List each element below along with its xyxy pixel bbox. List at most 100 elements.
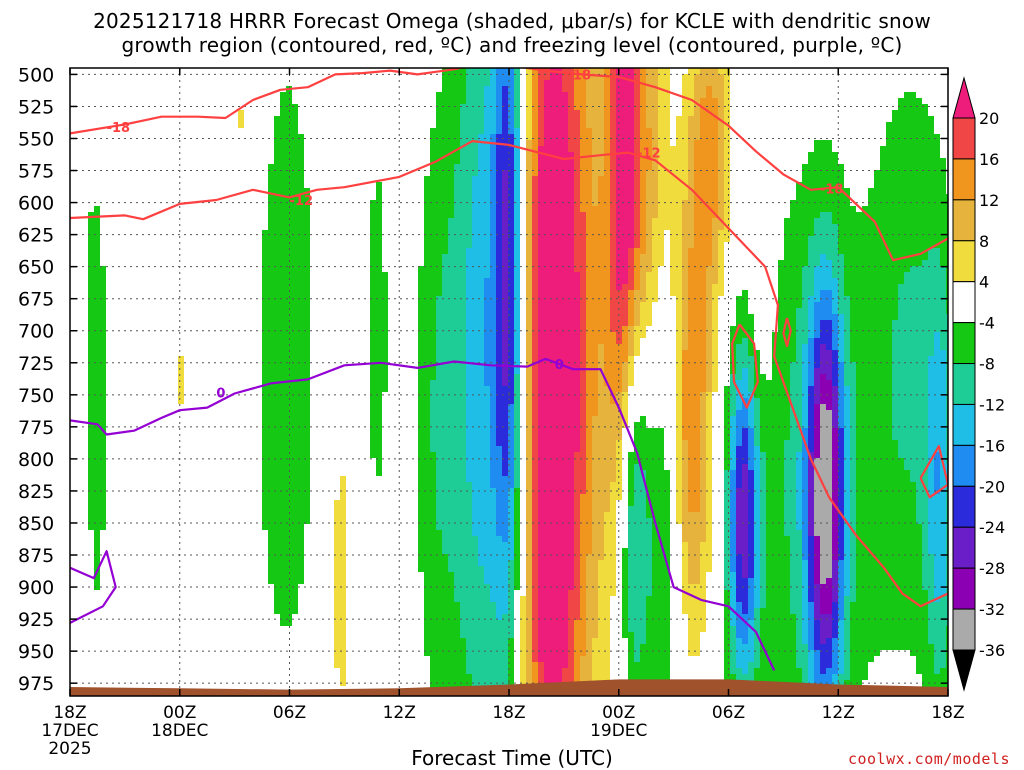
omega-cell: [532, 212, 538, 218]
omega-cell: [604, 374, 622, 380]
omega-cell: [760, 482, 766, 488]
omega-cell: [454, 170, 478, 176]
omega-cell: [436, 464, 466, 470]
omega-cell: [442, 68, 466, 74]
omega-cell: [88, 374, 106, 380]
omega-cell: [580, 566, 586, 572]
omega-cell: [532, 674, 538, 680]
omega-cell: [724, 398, 730, 404]
omega-cell: [574, 86, 586, 92]
omega-cell: [640, 218, 646, 224]
omega-cell: [496, 272, 502, 278]
omega-cell: [280, 104, 298, 110]
omega-cell: [262, 524, 304, 530]
omega-cell: [592, 182, 598, 188]
omega-cell: [490, 146, 496, 152]
omega-cell: [634, 260, 640, 266]
omega-cell: [850, 458, 856, 464]
omega-cell: [466, 452, 490, 458]
omega-cell: [832, 410, 838, 416]
omega-cell: [760, 446, 784, 452]
omega-cell: [736, 626, 748, 632]
omega-cell: [814, 626, 820, 632]
omega-cell: [592, 452, 616, 458]
omega-cell: [688, 482, 700, 488]
omega-cell: [694, 140, 718, 146]
omega-cell: [88, 464, 106, 470]
omega-cell: [568, 140, 580, 146]
omega-cell: [88, 482, 106, 488]
y-tick-label: 900: [18, 577, 54, 599]
omega-cell: [844, 680, 862, 686]
omega-cell: [850, 494, 856, 500]
omega-cell: [946, 572, 948, 578]
omega-cell: [634, 206, 640, 212]
omega-cell: [514, 164, 520, 170]
omega-cell: [778, 308, 796, 314]
omega-cell: [730, 668, 742, 674]
omega-cell: [838, 278, 844, 284]
omega-cell: [724, 590, 730, 596]
omega-cell: [844, 614, 850, 620]
omega-cell: [736, 632, 748, 638]
omega-cell: [610, 224, 616, 230]
omega-cell: [538, 368, 580, 374]
omega-cell: [532, 440, 538, 446]
omega-cell: [832, 548, 838, 554]
omega-cell: [628, 452, 664, 458]
omega-cell: [760, 560, 766, 566]
omega-cell: [814, 362, 820, 368]
omega-cell: [682, 452, 688, 458]
omega-cell: [538, 416, 580, 422]
omega-cell: [676, 128, 688, 134]
omega-cell: [514, 410, 520, 416]
omega-cell: [526, 230, 532, 236]
omega-cell: [262, 272, 310, 278]
omega-cell: [724, 476, 730, 482]
omega-cell: [376, 458, 382, 464]
omega-cell: [718, 104, 724, 110]
omega-cell: [538, 644, 568, 650]
omega-cell: [850, 332, 892, 338]
omega-cell: [268, 554, 304, 560]
omega-cell: [532, 320, 538, 326]
omega-cell: [634, 74, 640, 80]
omega-cell: [628, 308, 634, 314]
omega-cell: [814, 338, 832, 344]
colorbar-bin: [952, 117, 976, 160]
omega-cell: [634, 272, 640, 278]
omega-cell: [760, 662, 796, 668]
omega-cell: [694, 86, 706, 92]
omega-cell: [688, 260, 712, 266]
omega-cell: [682, 536, 706, 542]
omega-cell: [514, 98, 520, 104]
omega-cell: [682, 296, 688, 302]
omega-cell: [736, 362, 754, 368]
omega-cell: [616, 74, 634, 80]
omega-cell: [514, 278, 520, 284]
omega-cell: [538, 236, 574, 242]
x-tick-label: 18DEC: [151, 721, 208, 741]
x-tick-label: 12Z: [822, 703, 855, 723]
omega-cell: [586, 482, 592, 488]
omega-cell: [538, 350, 580, 356]
omega-cell: [514, 176, 520, 182]
omega-cell: [508, 116, 514, 122]
omega-cell: [850, 614, 928, 620]
omega-cell: [724, 74, 730, 80]
omega-cell: [424, 584, 454, 590]
omega-cell: [724, 218, 730, 224]
omega-cell: [418, 362, 436, 368]
omega-cell: [616, 218, 634, 224]
omega-cell: [658, 158, 688, 164]
omega-cell: [574, 452, 586, 458]
omega-cell: [466, 98, 484, 104]
omega-cell: [538, 224, 574, 230]
omega-cell: [508, 518, 514, 524]
omega-cell: [628, 302, 634, 308]
omega-cell: [688, 194, 694, 200]
omega-cell: [490, 134, 496, 140]
omega-cell: [682, 314, 688, 320]
omega-cell: [730, 638, 736, 644]
omega-cell: [712, 290, 724, 296]
